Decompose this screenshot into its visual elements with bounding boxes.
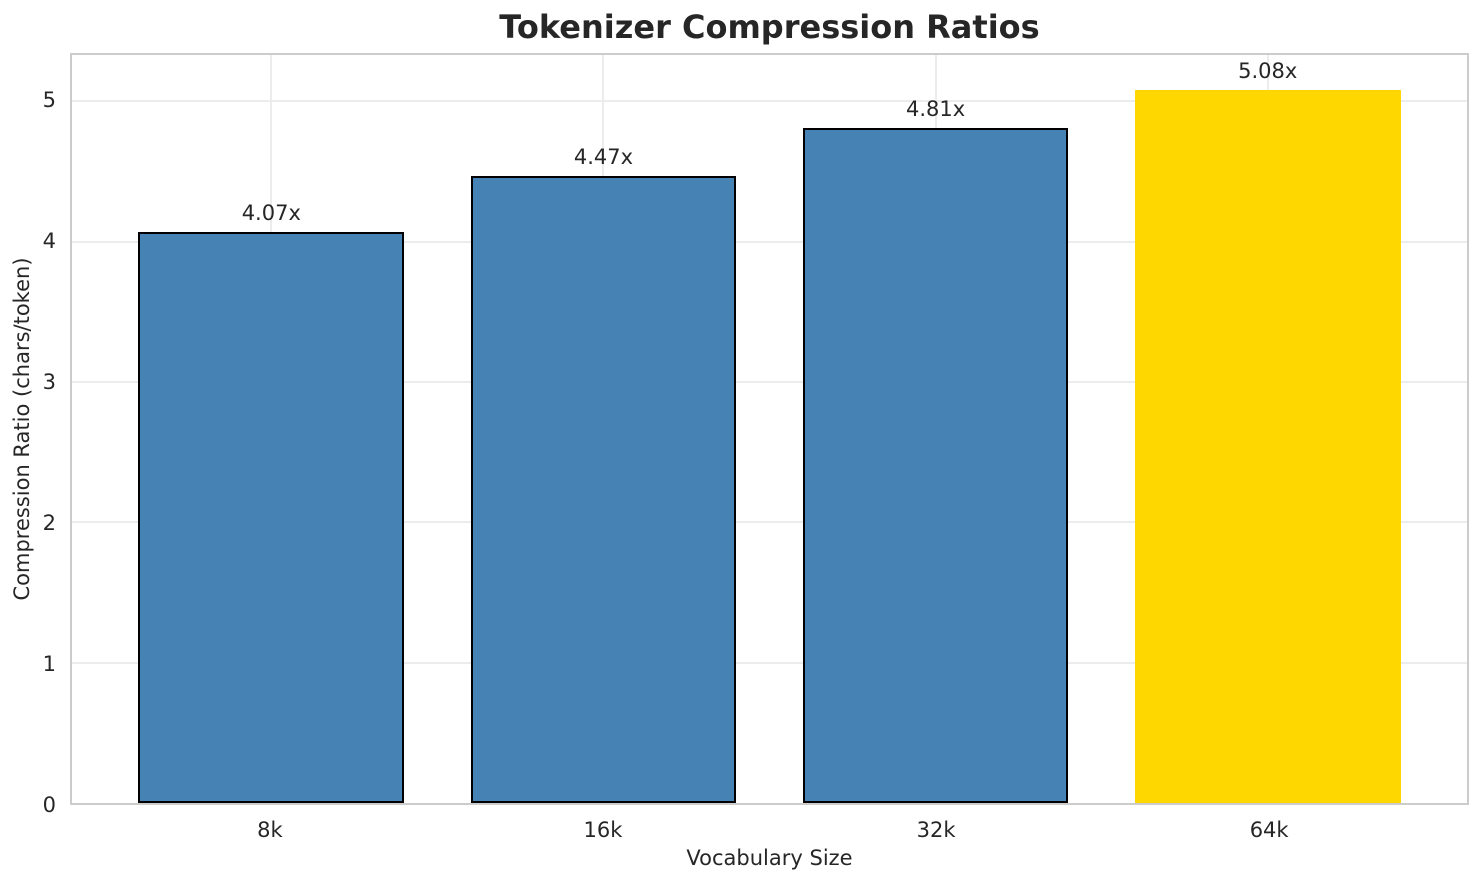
- bar-value-label: 4.47x: [573, 144, 634, 169]
- y-gridline: [72, 100, 1467, 103]
- bar-8k: [138, 231, 405, 803]
- y-gridline: [72, 661, 1467, 664]
- plot-area: 4.07x 4.47x 4.81x 5.08x: [70, 53, 1469, 805]
- y-tick-label: 1: [42, 651, 56, 676]
- x-axis-label: Vocabulary Size: [686, 846, 853, 870]
- y-tick-label: 2: [42, 510, 56, 535]
- y-gridline: [72, 381, 1467, 383]
- y-tick-label: 4: [42, 228, 56, 253]
- x-tick-label: 16k: [583, 818, 623, 842]
- y-tick-label: 5: [42, 87, 56, 112]
- y-tick-label: 0: [42, 793, 56, 817]
- bar-value-label: 4.07x: [241, 200, 301, 225]
- x-tick-label: 8k: [257, 818, 283, 842]
- chart-title: Tokenizer Compression Ratios: [499, 8, 1040, 46]
- bar-value-label: 4.81x: [905, 96, 966, 121]
- y-tick-label: 3: [42, 369, 56, 394]
- y-gridline: [72, 240, 1467, 243]
- y-gridline: [72, 521, 1467, 524]
- bar-value-label: 5.08x: [1238, 59, 1298, 84]
- bar-32k: [802, 127, 1069, 803]
- x-tick-label: 64k: [1249, 818, 1289, 842]
- bar-16k: [470, 175, 737, 803]
- x-tick-label: 32k: [916, 818, 956, 842]
- bar-64k: [1134, 90, 1401, 803]
- y-axis-label: Compression Ratio (chars/token): [10, 257, 34, 601]
